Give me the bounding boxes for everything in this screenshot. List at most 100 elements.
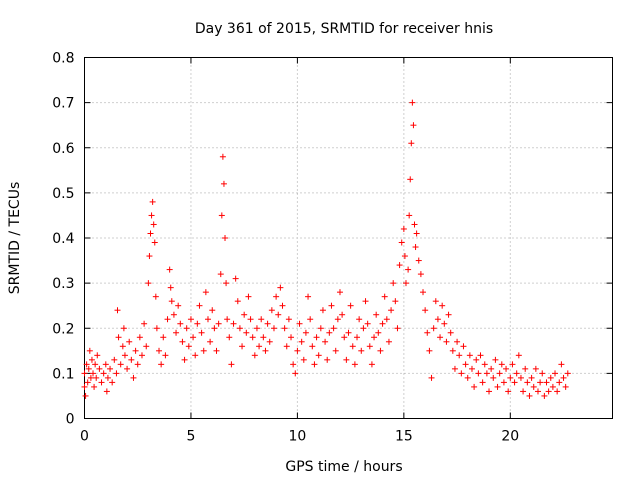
data-point — [522, 365, 529, 372]
data-point — [82, 392, 89, 399]
data-point — [410, 122, 417, 129]
data-point — [147, 230, 154, 237]
data-point — [477, 352, 484, 359]
data-point — [224, 316, 231, 323]
x-tick-label: 10 — [288, 429, 306, 445]
data-point — [266, 338, 273, 345]
data-point — [215, 320, 222, 327]
data-point — [94, 352, 101, 359]
data-point — [190, 334, 197, 341]
data-point — [241, 311, 248, 318]
data-point — [209, 307, 216, 314]
data-point — [164, 316, 171, 323]
data-point — [117, 361, 124, 368]
data-point — [364, 320, 371, 327]
data-point — [146, 253, 153, 260]
data-point — [281, 325, 288, 332]
data-point — [513, 370, 520, 377]
data-point — [302, 329, 309, 336]
data-point — [181, 356, 188, 363]
data-point — [256, 343, 263, 350]
y-tick-label: 0.8 — [52, 51, 74, 67]
data-point — [93, 374, 100, 381]
data-point — [537, 379, 544, 386]
data-point — [505, 388, 512, 395]
data-point — [275, 311, 282, 318]
chart-title: Day 361 of 2015, SRMTID for receiver hni… — [195, 21, 493, 37]
data-point — [520, 388, 527, 395]
data-point — [126, 338, 133, 345]
y-tick-label: 0.5 — [52, 186, 74, 202]
data-point — [183, 325, 190, 332]
data-point — [87, 374, 94, 381]
data-point — [379, 320, 386, 327]
data-point — [390, 280, 397, 287]
data-point — [498, 361, 505, 368]
data-point — [322, 338, 329, 345]
data-point — [434, 316, 441, 323]
data-point — [185, 343, 192, 350]
data-point — [119, 343, 126, 350]
data-point — [496, 370, 503, 377]
data-point — [468, 365, 475, 372]
y-tick-label: 0.1 — [52, 366, 74, 382]
data-point — [528, 374, 535, 381]
data-point — [88, 356, 95, 363]
data-point — [111, 356, 118, 363]
data-point — [396, 262, 403, 269]
data-point — [409, 99, 416, 106]
data-point — [422, 307, 429, 314]
data-point — [336, 289, 343, 296]
data-point — [339, 311, 346, 318]
data-point — [360, 325, 367, 332]
data-point — [294, 347, 301, 354]
data-point — [120, 325, 127, 332]
data-point — [432, 298, 439, 305]
data-point — [309, 343, 316, 350]
data-point — [402, 280, 409, 287]
data-point — [545, 388, 552, 395]
data-point — [500, 379, 507, 386]
data-point — [167, 284, 174, 291]
data-point — [412, 244, 419, 251]
data-point — [158, 361, 165, 368]
data-point — [458, 370, 465, 377]
data-point — [479, 379, 486, 386]
data-point — [311, 361, 318, 368]
data-point — [290, 361, 297, 368]
data-point — [490, 374, 497, 381]
data-point — [270, 325, 277, 332]
data-point — [115, 334, 122, 341]
data-point — [549, 383, 556, 390]
data-point — [473, 356, 480, 363]
data-point — [437, 334, 444, 341]
data-point — [114, 307, 121, 314]
data-point — [218, 212, 225, 219]
data-point — [251, 352, 258, 359]
data-point — [362, 298, 369, 305]
data-point — [488, 365, 495, 372]
y-tick-label: 0.2 — [52, 321, 74, 337]
data-point — [552, 370, 559, 377]
data-point — [486, 388, 493, 395]
data-point — [285, 316, 292, 323]
data-point — [136, 334, 143, 341]
data-point — [109, 379, 116, 386]
data-point — [173, 329, 180, 336]
data-point — [430, 325, 437, 332]
data-point — [398, 239, 405, 246]
x-axis-ticks: 0 5 10 15 20 — [80, 57, 519, 445]
data-point — [226, 334, 233, 341]
data-point — [292, 370, 299, 377]
y-tick-label: 0 — [66, 412, 75, 428]
data-point — [85, 365, 92, 372]
data-point — [279, 302, 286, 309]
data-point — [424, 329, 431, 336]
data-point — [107, 365, 114, 372]
data-point — [388, 307, 395, 314]
data-point — [230, 320, 237, 327]
data-point — [475, 370, 482, 377]
data-point — [196, 302, 203, 309]
data-point — [143, 343, 150, 350]
data-point — [334, 316, 341, 323]
